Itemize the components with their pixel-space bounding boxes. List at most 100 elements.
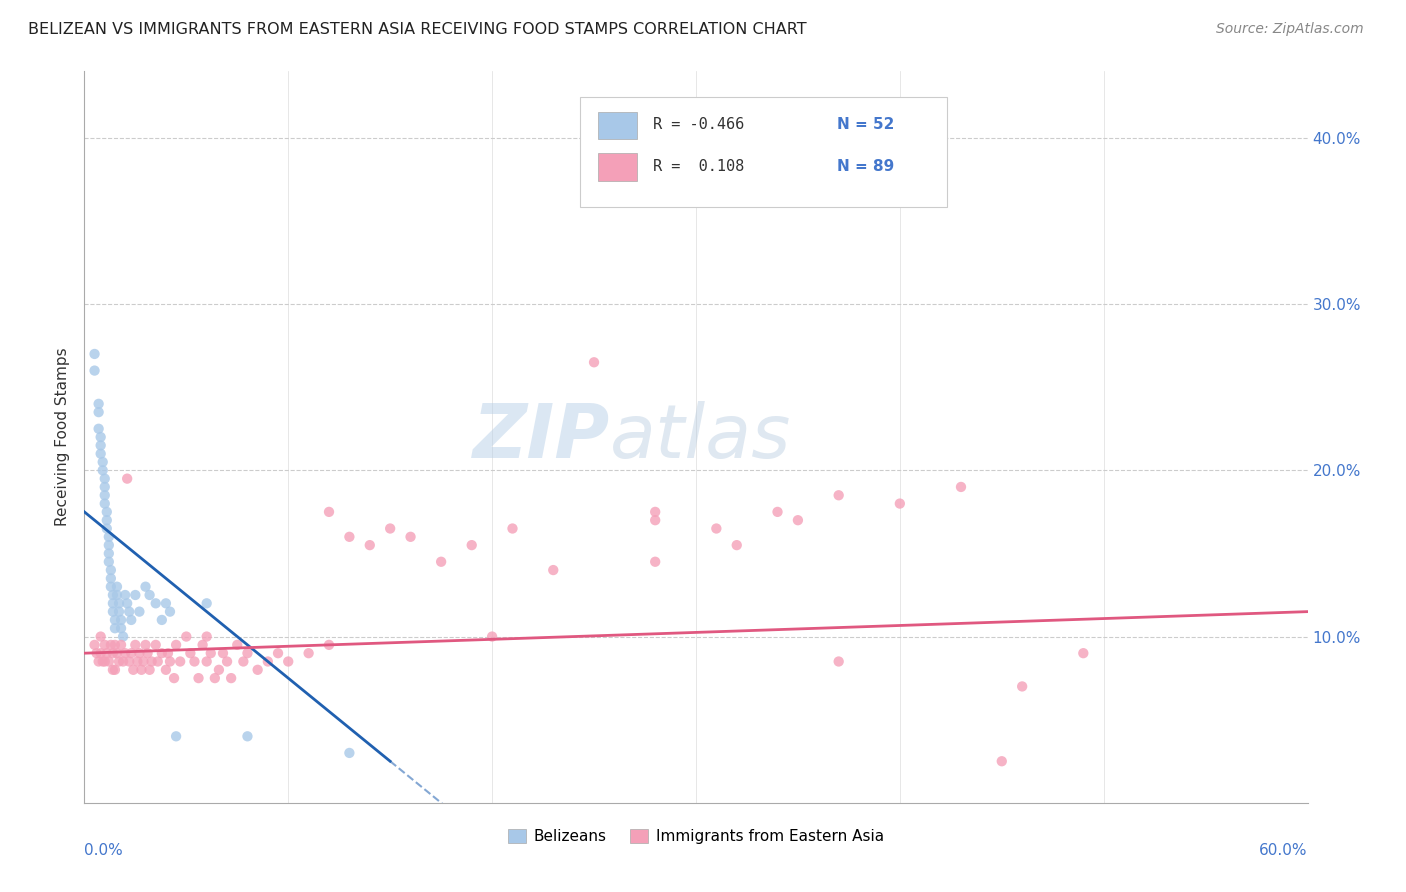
FancyBboxPatch shape	[598, 112, 637, 139]
Point	[87, 397, 110, 411]
Point	[115, 472, 138, 486]
Point	[339, 746, 361, 760]
Point	[93, 497, 115, 511]
Point	[90, 430, 112, 444]
Point	[481, 630, 503, 644]
Point	[204, 671, 226, 685]
Point	[114, 588, 136, 602]
Point	[165, 729, 187, 743]
Point	[104, 613, 127, 627]
Point	[104, 663, 127, 677]
Point	[112, 630, 135, 644]
Text: R =  0.108: R = 0.108	[654, 159, 744, 174]
Point	[543, 563, 565, 577]
Point	[97, 530, 120, 544]
Point	[208, 663, 231, 677]
Point	[146, 655, 169, 669]
Point	[83, 363, 105, 377]
Point	[128, 605, 150, 619]
Point	[725, 538, 748, 552]
Point	[766, 505, 789, 519]
Point	[430, 555, 453, 569]
Point	[174, 630, 197, 644]
Point	[150, 613, 173, 627]
Point	[828, 655, 851, 669]
Point	[101, 588, 124, 602]
Point	[169, 655, 191, 669]
Point	[87, 655, 110, 669]
Point	[191, 638, 214, 652]
Point	[93, 638, 115, 652]
Point	[212, 646, 235, 660]
Point	[159, 605, 181, 619]
Text: BELIZEAN VS IMMIGRANTS FROM EASTERN ASIA RECEIVING FOOD STAMPS CORRELATION CHART: BELIZEAN VS IMMIGRANTS FROM EASTERN ASIA…	[28, 22, 807, 37]
Point	[1073, 646, 1095, 660]
Point	[128, 646, 150, 660]
Point	[183, 655, 205, 669]
Point	[90, 646, 112, 660]
Point	[359, 538, 381, 552]
Point	[219, 671, 242, 685]
Point	[100, 580, 122, 594]
Point	[90, 447, 112, 461]
Point	[86, 646, 108, 660]
Y-axis label: Receiving Food Stamps: Receiving Food Stamps	[55, 348, 70, 526]
Point	[93, 480, 115, 494]
Point	[101, 605, 124, 619]
Point	[115, 596, 138, 610]
Point	[120, 646, 142, 660]
Point	[90, 630, 112, 644]
Point	[108, 605, 131, 619]
Point	[138, 663, 160, 677]
Point	[97, 538, 120, 552]
Point	[105, 580, 128, 594]
Point	[112, 655, 135, 669]
Point	[889, 497, 911, 511]
Point	[96, 513, 118, 527]
Point	[159, 655, 181, 669]
Point	[155, 663, 177, 677]
Point	[96, 505, 118, 519]
Point	[100, 638, 122, 652]
Point	[145, 638, 167, 652]
Point	[150, 646, 173, 660]
Point	[277, 655, 299, 669]
Point	[93, 488, 115, 502]
Point	[97, 655, 120, 669]
Point	[236, 729, 259, 743]
Point	[100, 563, 122, 577]
Point	[583, 355, 606, 369]
Point	[108, 596, 131, 610]
Point	[90, 438, 112, 452]
Point	[87, 405, 110, 419]
Point	[165, 638, 187, 652]
Point	[122, 663, 145, 677]
Point	[83, 638, 105, 652]
Text: Source: ZipAtlas.com: Source: ZipAtlas.com	[1216, 22, 1364, 37]
Point	[101, 663, 124, 677]
Text: 60.0%: 60.0%	[1260, 843, 1308, 858]
Point	[644, 513, 666, 527]
Point	[87, 422, 110, 436]
Point	[136, 646, 159, 660]
Point	[1011, 680, 1033, 694]
Point	[101, 646, 124, 660]
Point	[200, 646, 222, 660]
FancyBboxPatch shape	[579, 97, 946, 207]
Point	[339, 530, 361, 544]
Point	[132, 655, 155, 669]
Point	[104, 621, 127, 635]
Point	[96, 521, 118, 535]
Point	[226, 638, 249, 652]
Point	[217, 655, 239, 669]
Point	[267, 646, 290, 660]
Text: ZIP: ZIP	[472, 401, 610, 474]
Point	[97, 546, 120, 560]
Point	[91, 463, 114, 477]
Point	[318, 505, 340, 519]
Point	[195, 596, 218, 610]
Point	[110, 621, 132, 635]
Text: 0.0%: 0.0%	[84, 843, 124, 858]
Point	[828, 488, 851, 502]
Point	[195, 655, 218, 669]
